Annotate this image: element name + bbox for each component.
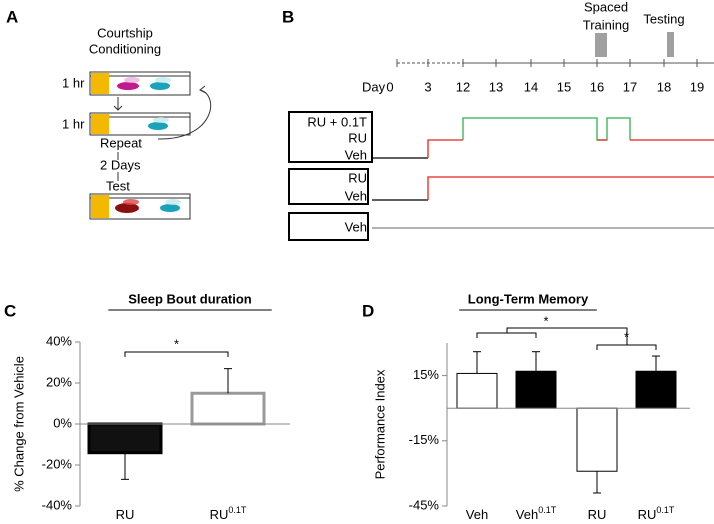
group-label: RU [348,170,367,185]
y-tick-label: -45% [409,497,440,512]
title: Courtship [97,25,153,40]
category: RU [588,507,607,522]
day-label: 14 [524,79,538,94]
category: Veh [466,507,488,522]
group-label: Veh [345,219,367,234]
panel-label: A [6,7,18,26]
flies [115,77,181,213]
category: RU [116,507,135,522]
y-tick-label: -40% [42,497,73,512]
day-label: 17 [623,79,637,94]
day-label: 3 [424,79,431,94]
title: Conditioning [89,41,161,56]
y-tick-label: 0% [53,415,72,430]
significance-label: * [624,329,629,344]
day-label: 0 [386,79,393,94]
step: Repeat [100,135,142,150]
training-block [595,33,607,57]
significance-label: * [174,336,179,351]
bar [456,372,498,409]
arrows [113,85,212,181]
panel-label: C [4,301,16,320]
x-tick-label: RU0.1T [210,505,247,522]
x-tick-label: RU [116,507,135,522]
bar [635,370,677,409]
x-tick-label: RU [588,507,607,522]
day-label: 12 [456,79,470,94]
panel-a: Courtship Conditioning 1 hr 1 hr Repeat … [62,25,212,220]
chart-title: Sleep Bout duration [128,291,252,306]
bar [87,422,163,455]
x-tick-label: RU0.1T [638,505,675,522]
significance-bracket [476,332,537,338]
category-superscript: 0.1T [538,505,557,515]
y-tick-label: -20% [42,456,73,471]
panel-b: Spaced Training Testing Day [288,0,714,241]
duration: 1 hr [62,116,85,131]
day-label: 18 [657,79,671,94]
food [91,73,109,94]
day-label: 13 [489,79,503,94]
bar [515,370,557,409]
y-tick-label: 15% [413,367,439,382]
y-axis-label: % Change from Vehicle [11,356,26,492]
panel-label: B [282,7,294,26]
panel-label: D [362,301,374,320]
step: Test [106,178,130,193]
category: Veh [516,507,538,522]
category: RU [210,507,229,522]
bar [190,391,266,426]
header-label: Training [583,17,629,32]
header-label: Spaced [584,0,628,14]
x-tick-label: Veh [466,507,488,522]
category-superscript: 0.1T [656,505,675,515]
bar [576,407,618,472]
duration: 1 hr [62,75,85,90]
group-label: Veh [345,188,367,203]
day-label: Day [362,79,386,94]
treatment-lines [372,117,714,229]
category-superscript: 0.1T [228,505,247,515]
group-box [288,212,369,241]
category: RU [638,507,657,522]
chart-title: Long-Term Memory [468,291,589,306]
day-label: 15 [557,79,571,94]
x-tick-label: Veh0.1T [516,505,557,522]
y-tick-label: 20% [46,374,72,389]
food [91,195,109,218]
significance-label: * [543,313,548,328]
testing-block [667,32,674,57]
group-label: RU + 0.1T [307,114,367,129]
group-box [288,168,369,205]
y-tick-label: -15% [409,432,440,447]
y-tick-label: 40% [46,333,72,348]
group-label: Veh [345,147,367,162]
day-label: 19 [690,79,704,94]
significance-bracket [596,344,657,350]
header-label: Testing [643,11,684,26]
step: 2 Days [100,157,141,172]
group-label: RU [348,130,367,145]
day-label: 16 [590,79,604,94]
food [91,114,109,134]
y-axis-label: Performance Index [372,369,387,479]
significance-bracket [124,351,229,357]
significance-bracket [506,327,628,345]
group-box [288,111,373,163]
